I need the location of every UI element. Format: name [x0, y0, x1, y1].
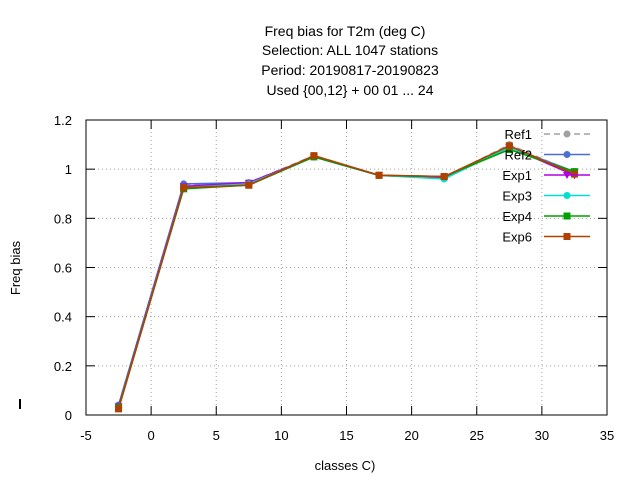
x-tick-label: 35 — [600, 428, 614, 443]
series-exp6 — [115, 142, 578, 413]
legend-item-exp6: Exp6 — [502, 230, 590, 245]
legend-marker — [563, 151, 571, 158]
data-point — [505, 142, 513, 150]
y-tick-label: 0 — [65, 408, 72, 423]
legend-marker — [563, 192, 571, 199]
x-tick-label: -5 — [80, 428, 92, 443]
series-line — [117, 144, 575, 410]
title-line-2: Selection: ALL 1047 stations — [262, 42, 438, 58]
legend-item-ref2: Ref2 — [505, 148, 590, 163]
x-tick-label: 5 — [213, 428, 220, 443]
data-point — [375, 171, 383, 179]
x-tick-label: 0 — [148, 428, 155, 443]
legend-marker — [563, 212, 571, 220]
legend-item-exp4: Exp4 — [502, 209, 590, 224]
title-line-3: Period: 20190817-20190823 — [261, 62, 439, 78]
x-tick-label: 25 — [470, 428, 484, 443]
data-point — [245, 181, 253, 189]
axis-ticks: -5 0 5 10 15 20 25 30 35 0 0.2 0.4 0.6 0.8 1 1.2 — [19, 113, 614, 443]
legend-label: Exp6 — [502, 230, 532, 245]
y-axis-label: Freq bias — [8, 240, 23, 295]
legend-label: Ref1 — [505, 127, 532, 142]
y-tick-label: 1.2 — [54, 113, 72, 128]
grid — [86, 120, 607, 415]
x-tick-label: 20 — [404, 428, 418, 443]
legend-label: Exp3 — [502, 189, 532, 204]
legend-label: Exp1 — [502, 168, 532, 183]
legend-label: Ref2 — [505, 148, 532, 163]
legend-item-ref1: Ref1 — [505, 127, 590, 142]
series-exp1 — [114, 144, 579, 411]
title-line-1: Freq bias for T2m (deg C) — [265, 23, 426, 39]
y-tick-label: 0.4 — [54, 310, 72, 325]
x-tick-label: 10 — [274, 428, 288, 443]
legend-marker — [563, 233, 571, 240]
x-axis-label: classes C) — [315, 458, 376, 473]
series-layer — [114, 141, 579, 413]
x-tick-label: 15 — [339, 428, 353, 443]
legend: Ref1 Ref2 Exp1 Exp3 Exp4 Exp6 — [502, 127, 590, 245]
data-point — [440, 173, 448, 181]
x-tick-label: 30 — [535, 428, 549, 443]
legend-marker — [563, 130, 571, 138]
legend-label: Exp4 — [502, 209, 532, 224]
y-tick-label: 1 — [65, 162, 72, 177]
legend-item-exp1: Exp1 — [502, 168, 590, 183]
data-point — [570, 170, 578, 178]
data-point — [115, 405, 123, 413]
data-point — [505, 146, 513, 153]
y-tick-label: 0.2 — [54, 359, 72, 374]
legend-marker — [563, 172, 571, 179]
series-line — [117, 143, 575, 406]
chart-title: Freq bias for T2m (deg C) Selection: ALL… — [261, 23, 439, 98]
y-tick-label: 0.8 — [54, 211, 72, 226]
legend-item-exp3: Exp3 — [502, 189, 590, 204]
title-line-4: Used {00,12} + 00 01 ... 24 — [267, 82, 434, 98]
data-point — [180, 184, 188, 192]
y-tick-label: 0.6 — [54, 261, 72, 276]
data-point — [310, 152, 318, 160]
